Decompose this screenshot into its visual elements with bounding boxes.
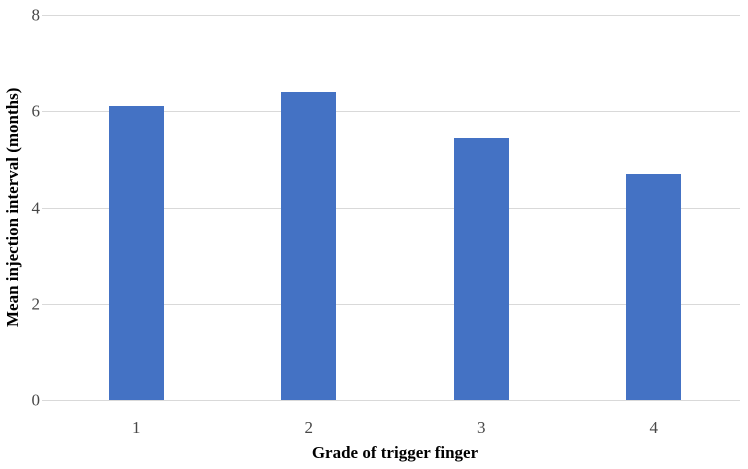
bar-grade-1 [108,106,164,400]
y-tick-label-0: 0 [31,390,41,410]
bar-column-4 [568,15,741,400]
x-tick-label-1: 1 [132,418,141,437]
bar-column-1 [50,15,223,400]
gridline-y-2 [42,303,740,305]
plot-area: 0 2 4 6 8 [32,7,740,409]
x-axis-tick-labels: 1 2 3 4 [50,419,740,436]
bar-grade-4 [626,173,682,400]
y-tick-label-2: 2 [31,294,41,314]
x-axis-title: Grade of trigger finger [311,443,479,462]
x-tick-label-3: 3 [477,418,486,437]
gridline-y-6 [42,111,740,113]
y-tick-label-6: 6 [31,101,41,121]
bar-column-3 [395,15,568,400]
y-tick-label-4: 4 [31,198,41,217]
y-tick-label-8: 8 [31,5,41,25]
y-axis-title: Mean injection interval (months) [3,87,22,328]
gridline-y-0 [42,400,740,401]
x-tick-label-4: 4 [649,418,659,437]
bar-grade-3 [453,137,509,400]
gridline-y-8 [42,15,740,16]
x-tick-label-2: 2 [304,418,314,437]
bar-grade-2 [281,92,337,400]
bar-column-2 [223,15,396,400]
gridline-y-4 [42,207,740,209]
bar-series [50,15,740,400]
